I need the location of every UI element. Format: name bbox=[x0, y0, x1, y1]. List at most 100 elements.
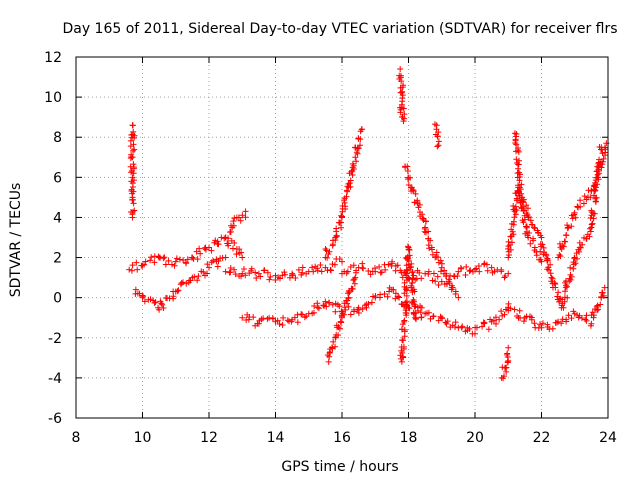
data-point-fill bbox=[537, 321, 544, 328]
data-point-fill bbox=[513, 156, 520, 163]
data-point-fill bbox=[129, 262, 136, 269]
data-point-fill bbox=[231, 266, 238, 273]
data-point-fill bbox=[215, 241, 222, 248]
data-point-fill bbox=[593, 303, 600, 310]
data-point bbox=[189, 254, 196, 261]
data-point-fill bbox=[595, 306, 602, 313]
data-point-fill bbox=[515, 148, 522, 155]
x-tick-label: 16 bbox=[333, 430, 351, 446]
data-point-fill bbox=[140, 293, 147, 300]
data-point-fill bbox=[354, 150, 361, 157]
data-point bbox=[242, 208, 249, 215]
data-point-fill bbox=[147, 257, 154, 264]
data-point-fill bbox=[131, 146, 138, 153]
data-point-fill bbox=[267, 273, 274, 280]
data-point-fill bbox=[521, 212, 528, 219]
data-point-fill bbox=[260, 315, 267, 322]
data-point-fill bbox=[414, 199, 421, 205]
data-point-fill bbox=[333, 225, 340, 232]
data-point-fill bbox=[141, 298, 148, 305]
data-point-fill bbox=[480, 319, 487, 326]
data-point-fill bbox=[577, 197, 584, 204]
data-point-fill bbox=[466, 268, 473, 275]
data-point-fill bbox=[183, 260, 190, 267]
data-point-fill bbox=[253, 274, 260, 281]
data-point bbox=[345, 294, 352, 301]
data-point-fill bbox=[554, 293, 561, 300]
data-point-fill bbox=[563, 316, 570, 323]
data-point-fill bbox=[514, 195, 521, 202]
data-point-fill bbox=[276, 321, 283, 328]
data-point-fill bbox=[193, 248, 200, 255]
data-point-fill bbox=[237, 217, 244, 224]
data-point bbox=[488, 264, 495, 271]
data-point-fill bbox=[484, 267, 491, 274]
data-point-fill bbox=[174, 288, 181, 295]
data-point-fill bbox=[582, 316, 589, 323]
data-point-fill bbox=[202, 246, 209, 253]
data-point-fill bbox=[590, 312, 597, 319]
data-point-fill bbox=[435, 317, 442, 324]
data-point-fill bbox=[401, 326, 408, 333]
data-point-fill bbox=[301, 314, 308, 321]
data-point-fill bbox=[556, 251, 563, 258]
data-point-fill bbox=[328, 344, 335, 351]
data-point-fill bbox=[508, 226, 515, 233]
data-point-fill bbox=[600, 292, 607, 299]
data-point-fill bbox=[520, 206, 527, 213]
data-point-fill bbox=[578, 315, 585, 322]
data-point-fill bbox=[175, 287, 182, 294]
data-point-fill bbox=[598, 164, 605, 171]
data-point-fill bbox=[320, 302, 327, 309]
data-point-fill bbox=[232, 271, 239, 278]
data-point-fill bbox=[400, 318, 407, 325]
data-point-fill bbox=[160, 305, 167, 312]
data-point-fill bbox=[324, 254, 331, 261]
data-point-fill bbox=[194, 277, 201, 284]
x-tick-label: 8 bbox=[72, 430, 81, 446]
data-point-fill bbox=[571, 209, 578, 216]
data-point-fill bbox=[406, 246, 413, 253]
data-point-fill bbox=[381, 290, 388, 297]
data-point-fill bbox=[231, 240, 238, 247]
data-point bbox=[397, 66, 404, 73]
data-point bbox=[332, 334, 339, 341]
data-point-fill bbox=[133, 259, 140, 266]
data-point-fill bbox=[326, 248, 333, 255]
data-point-fill bbox=[382, 266, 389, 273]
data-point-fill bbox=[394, 262, 401, 269]
data-point-fill bbox=[452, 319, 459, 326]
data-point-fill bbox=[338, 224, 345, 231]
data-point-fill bbox=[334, 324, 341, 331]
x-tick-label: 14 bbox=[267, 430, 285, 446]
data-point-fill bbox=[171, 262, 178, 269]
data-point-fill bbox=[397, 109, 404, 116]
data-point-fill bbox=[512, 137, 519, 144]
data-point-fill bbox=[524, 232, 531, 239]
data-point bbox=[418, 304, 425, 311]
data-point bbox=[398, 358, 405, 365]
data-point-fill bbox=[423, 229, 430, 236]
data-point-fill bbox=[418, 275, 425, 282]
data-point-fill bbox=[545, 267, 552, 274]
data-point-fill bbox=[597, 301, 604, 308]
data-point-fill bbox=[569, 215, 576, 222]
data-point-fill bbox=[561, 238, 568, 245]
data-point-fill bbox=[511, 214, 518, 221]
data-point-fill bbox=[416, 269, 423, 276]
data-point-fill bbox=[513, 141, 520, 148]
data-point-fill bbox=[492, 314, 499, 321]
data-point bbox=[455, 294, 462, 301]
data-point-fill bbox=[437, 268, 444, 275]
data-point bbox=[601, 284, 608, 291]
data-point bbox=[129, 174, 136, 181]
data-point-fill bbox=[347, 183, 354, 190]
data-point-fill bbox=[463, 263, 470, 270]
data-point-fill bbox=[575, 314, 582, 321]
data-point-fill bbox=[508, 220, 515, 227]
data-point-fill bbox=[353, 267, 360, 274]
data-point-fill bbox=[410, 187, 417, 194]
data-point-fill bbox=[435, 281, 442, 288]
data-point-fill bbox=[368, 299, 375, 306]
data-point-fill bbox=[276, 275, 283, 282]
